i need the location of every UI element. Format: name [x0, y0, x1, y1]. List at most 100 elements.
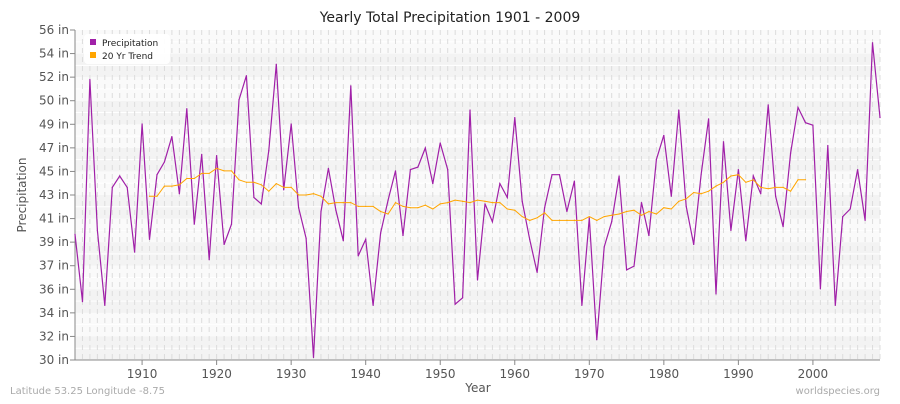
data-point-precipitation — [89, 78, 91, 81]
data-point-precipitation — [380, 232, 382, 234]
data-point-precipitation — [447, 169, 449, 171]
y-tick-label: 49 in — [39, 117, 69, 131]
data-point-trend — [417, 207, 419, 209]
data-point-precipitation — [506, 196, 508, 199]
data-point-trend — [454, 199, 456, 201]
data-point-trend — [193, 177, 195, 180]
data-point-precipitation — [581, 304, 583, 307]
data-point-precipitation — [186, 108, 188, 110]
x-tick-label: 2000 — [798, 367, 829, 381]
data-point-trend — [387, 213, 389, 215]
legend-swatch-trend — [90, 52, 96, 58]
data-point-precipitation — [663, 134, 665, 136]
data-point-precipitation — [402, 235, 404, 237]
data-point-precipitation — [178, 193, 180, 195]
data-point-precipitation — [715, 293, 717, 295]
data-point-precipitation — [551, 174, 553, 176]
data-point-trend — [670, 208, 672, 210]
data-point-trend — [782, 186, 784, 188]
x-tick-label: 1990 — [723, 367, 754, 381]
y-tick-label: 52 in — [39, 70, 69, 84]
data-point-precipitation — [871, 42, 874, 44]
data-point-trend — [424, 204, 426, 206]
data-point-precipitation — [789, 152, 792, 154]
data-point-trend — [678, 200, 680, 202]
data-point-trend — [439, 203, 441, 205]
data-point-trend — [476, 199, 479, 201]
data-point-precipitation — [536, 271, 538, 274]
footer-source: worldspecies.org — [796, 386, 880, 397]
data-point-precipitation — [126, 186, 128, 188]
data-point-trend — [566, 219, 568, 221]
data-point-precipitation — [596, 339, 598, 341]
chart-title: Yearly Total Precipitation 1901 - 2009 — [319, 10, 581, 26]
y-axis-label: Precipitation — [15, 157, 29, 232]
data-point-precipitation — [96, 229, 98, 232]
data-point-precipitation — [327, 167, 330, 169]
data-point-precipitation — [260, 203, 262, 205]
data-point-precipitation — [156, 174, 158, 176]
data-point-trend — [372, 205, 374, 208]
data-point-precipitation — [611, 221, 613, 223]
data-point-trend — [752, 179, 754, 181]
data-point-trend — [394, 202, 397, 204]
data-point-trend — [797, 179, 799, 181]
data-point-precipitation — [864, 219, 866, 221]
y-tick-label: 50 in — [39, 94, 69, 108]
data-point-precipitation — [350, 85, 352, 87]
data-point-trend — [685, 198, 687, 200]
data-point-precipitation — [417, 166, 419, 168]
data-point-trend — [275, 182, 277, 185]
data-point-precipitation — [111, 186, 113, 188]
data-point-trend — [700, 193, 702, 195]
data-point-trend — [789, 190, 792, 192]
data-point-precipitation — [730, 229, 732, 232]
data-point-precipitation — [461, 297, 464, 299]
data-point-precipitation — [543, 207, 546, 209]
data-point-precipitation — [357, 255, 359, 257]
data-point-trend — [201, 172, 203, 175]
data-point-trend — [163, 185, 166, 187]
y-tick-label: 54 in — [39, 47, 69, 61]
data-point-trend — [529, 219, 531, 221]
data-point-precipitation — [842, 215, 844, 218]
data-point-trend — [625, 210, 628, 213]
data-point-trend — [611, 214, 613, 216]
data-point-trend — [461, 200, 464, 202]
data-point-precipitation — [529, 238, 531, 241]
data-point-precipitation — [588, 217, 590, 219]
data-point-precipitation — [797, 106, 799, 109]
data-point-trend — [640, 214, 643, 216]
data-point-precipitation — [633, 265, 635, 267]
data-point-trend — [238, 179, 240, 181]
data-point-precipitation — [439, 142, 441, 144]
data-point-precipitation — [104, 304, 106, 307]
data-point-precipitation — [245, 75, 248, 77]
data-point-precipitation — [409, 169, 412, 171]
data-point-trend — [447, 202, 449, 204]
data-point-trend — [469, 202, 471, 204]
x-tick-label: 1910 — [127, 367, 158, 381]
data-point-precipitation — [775, 195, 777, 197]
data-point-precipitation — [238, 99, 240, 101]
legend-label-precipitation: Precipitation — [102, 39, 158, 49]
data-point-precipitation — [372, 304, 374, 307]
data-point-precipitation — [223, 243, 225, 246]
data-point-trend — [499, 202, 501, 204]
data-point-trend — [402, 205, 404, 208]
data-point-precipitation — [424, 147, 426, 149]
data-point-trend — [148, 195, 151, 197]
data-point-precipitation — [484, 203, 486, 205]
data-point-precipitation — [342, 240, 344, 242]
data-point-trend — [760, 186, 762, 188]
data-point-trend — [730, 175, 732, 177]
data-point-precipitation — [693, 243, 695, 246]
data-point-trend — [186, 177, 188, 180]
data-point-precipitation — [298, 207, 300, 209]
y-tick-label: 41 in — [39, 212, 69, 226]
data-point-precipitation — [283, 189, 285, 191]
x-tick-label: 1940 — [350, 367, 381, 381]
data-point-precipitation — [387, 199, 389, 201]
data-point-precipitation — [134, 251, 136, 253]
x-axis-label: Year — [464, 381, 490, 395]
